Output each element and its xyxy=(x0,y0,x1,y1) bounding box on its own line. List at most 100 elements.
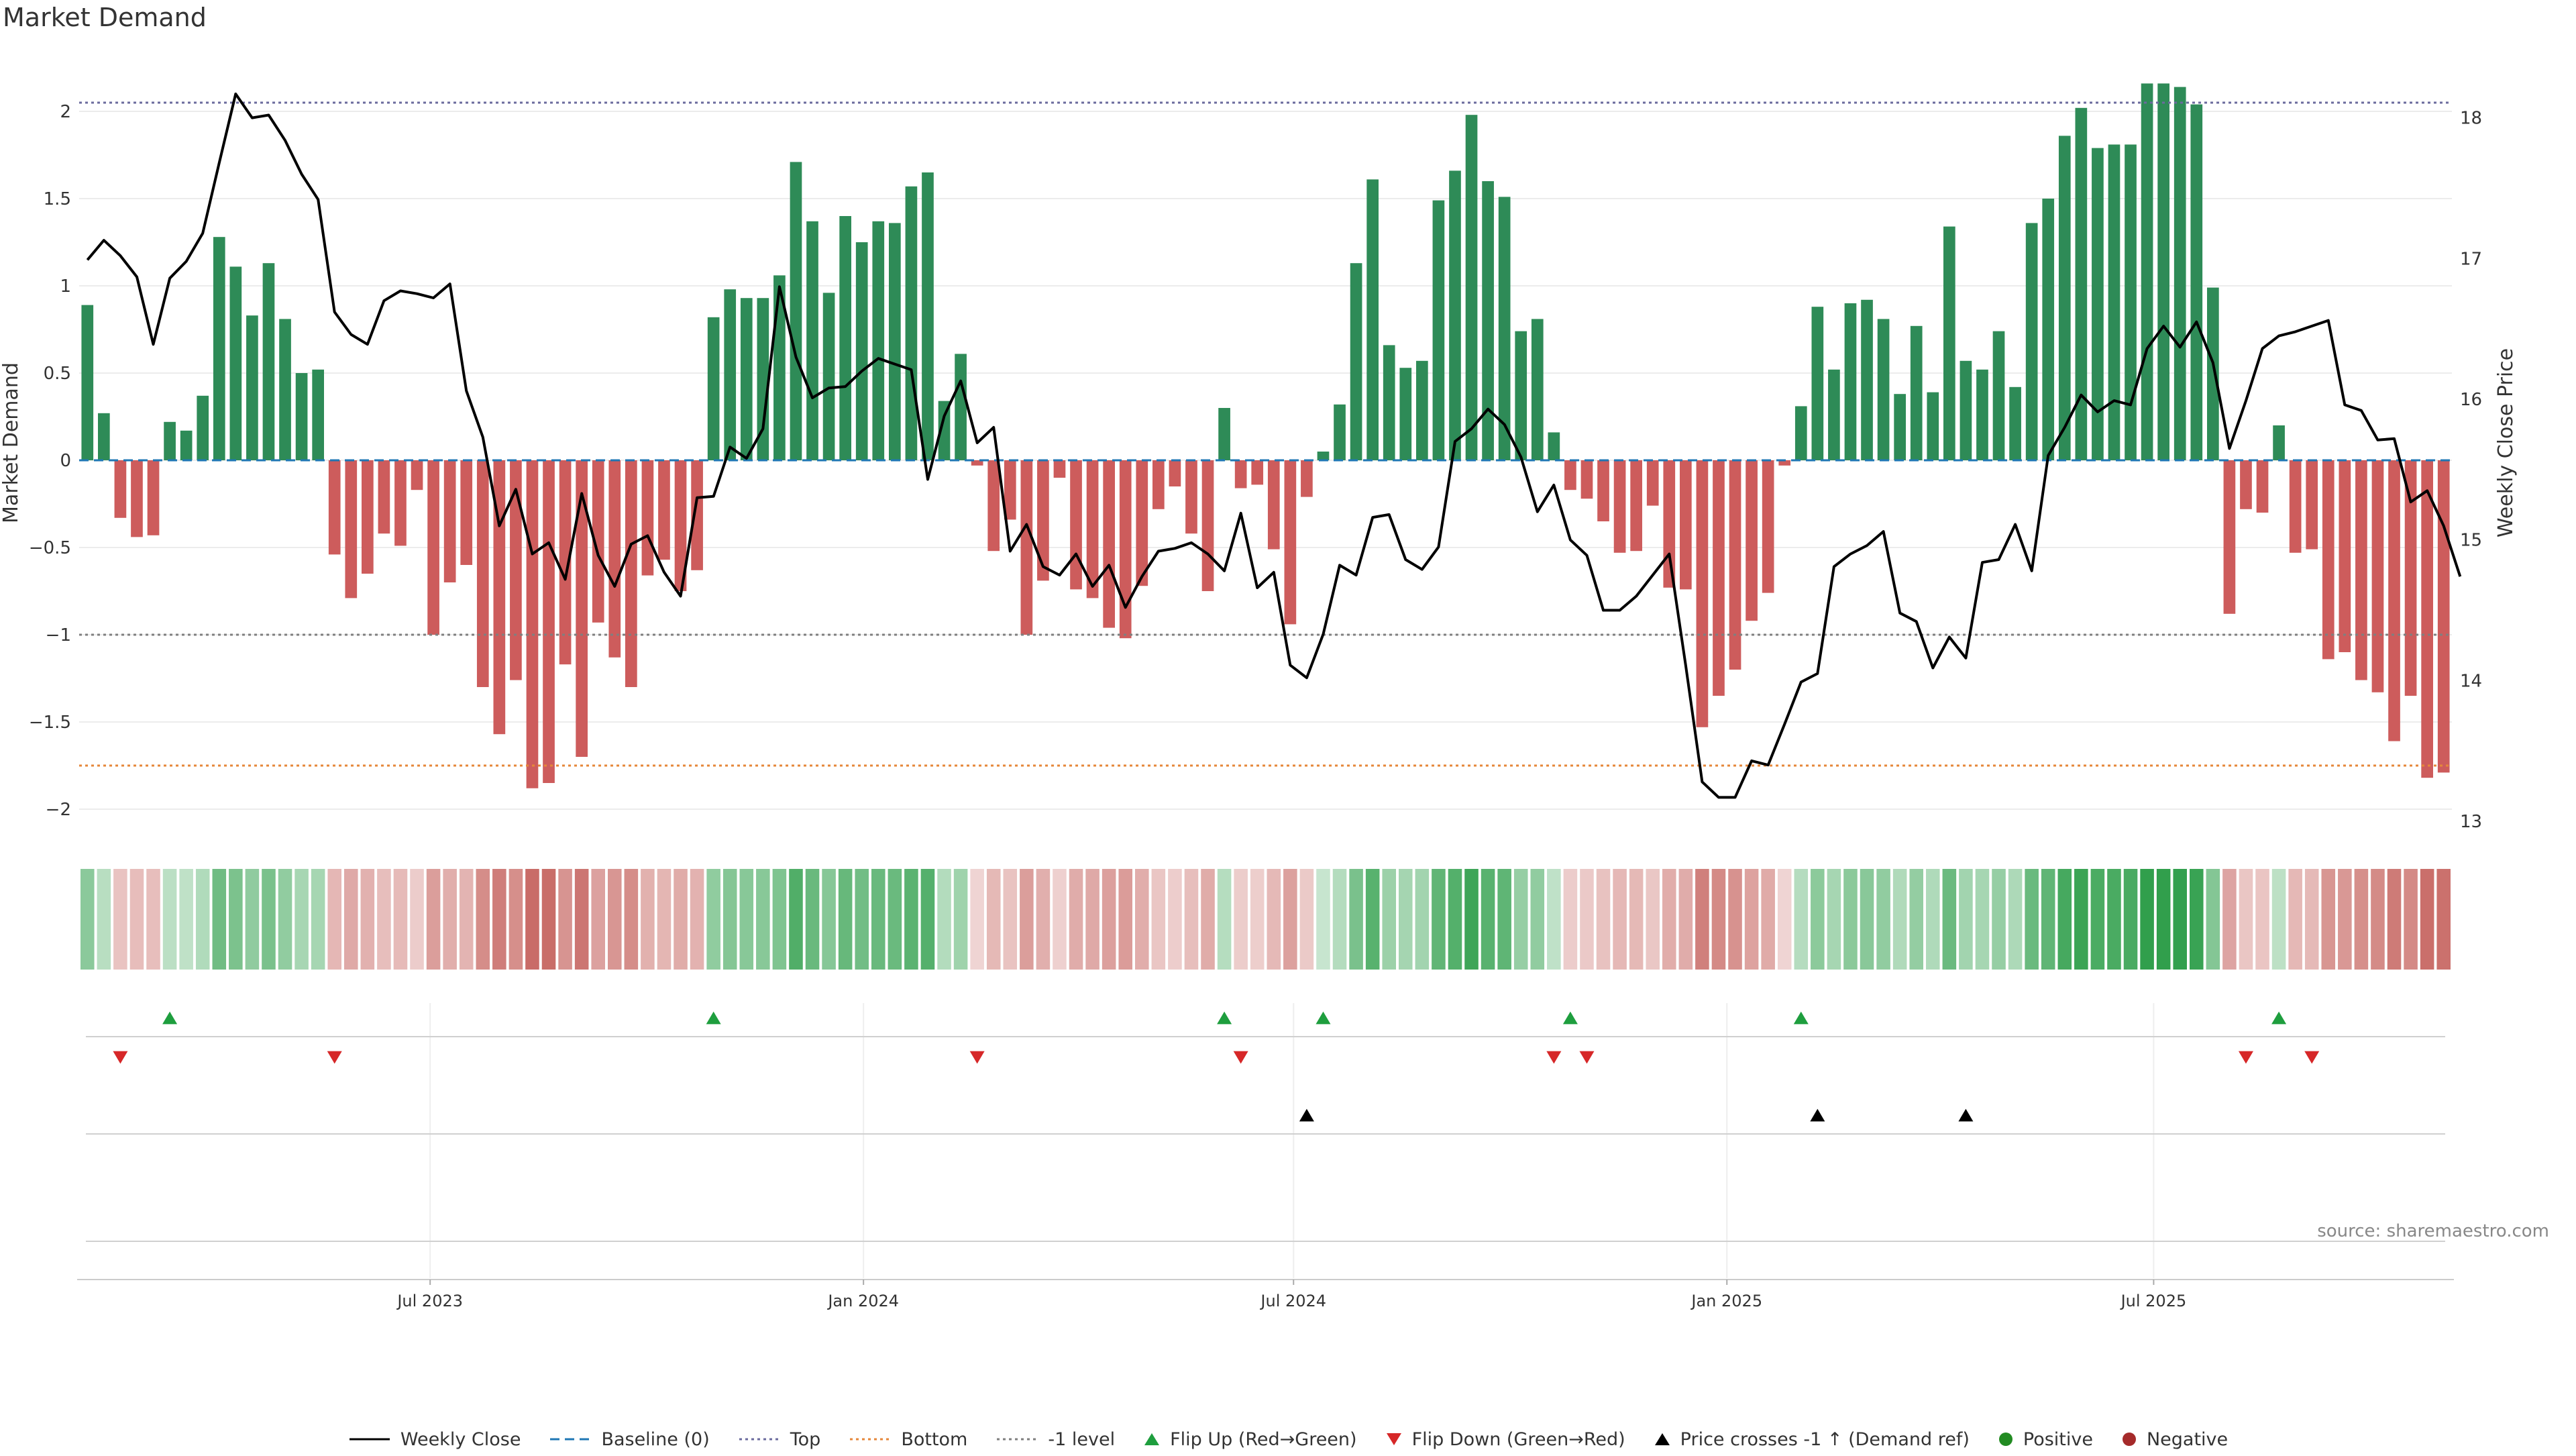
heat-cell xyxy=(574,869,589,970)
demand-bar xyxy=(394,460,407,546)
y-tick-label: 1 xyxy=(60,276,71,297)
heat-cell xyxy=(2387,869,2402,970)
legend-item: Negative xyxy=(2121,1429,2228,1450)
heat-cell xyxy=(1135,869,1149,970)
demand-bar xyxy=(1218,408,1230,460)
heat-cell xyxy=(674,869,688,970)
heat-cell xyxy=(888,869,902,970)
demand-bar xyxy=(922,172,934,460)
heat-cell xyxy=(426,869,441,970)
heat-cell xyxy=(262,869,276,970)
heat-cell xyxy=(1151,869,1166,970)
heat-cell xyxy=(1678,869,1693,970)
demand-bar xyxy=(1086,460,1099,599)
demand-bar xyxy=(1861,299,1873,460)
demand-bar xyxy=(1152,460,1165,509)
demand-bar xyxy=(493,460,506,735)
heat-cell xyxy=(970,869,984,970)
heat-cell xyxy=(756,869,770,970)
heat-cell xyxy=(2090,869,2105,970)
heat-cell xyxy=(1036,869,1051,970)
demand-bar xyxy=(180,430,193,460)
demand-bar xyxy=(2371,460,2384,692)
demand-bar xyxy=(229,266,242,460)
heat-cell xyxy=(1448,869,1462,970)
demand-bar xyxy=(2092,148,2104,460)
demand-bar xyxy=(1037,460,1049,581)
heat-cell xyxy=(1596,869,1611,970)
heat-cell xyxy=(805,869,820,970)
legend-item: Positive xyxy=(1998,1429,2093,1450)
demand-bar xyxy=(1317,452,1330,460)
demand-bar xyxy=(1877,319,1890,460)
heat-cell xyxy=(1695,869,1709,970)
demand-bar xyxy=(1531,319,1544,460)
heat-cell xyxy=(541,869,556,970)
heat-cell xyxy=(2436,869,2451,970)
flip-up-marker xyxy=(1793,1011,1809,1025)
heat-cell xyxy=(1843,869,1858,970)
heat-cell xyxy=(2206,869,2220,970)
flip-up-marker xyxy=(1217,1011,1232,1025)
heat-cell xyxy=(1613,869,1627,970)
y-tick-label: 2 xyxy=(60,102,71,122)
heat-cell xyxy=(2123,869,2138,970)
demand-bar xyxy=(1004,460,1016,520)
demand-bar xyxy=(641,460,654,576)
demand-bar xyxy=(2273,425,2285,460)
heat-cell xyxy=(1415,869,1430,970)
demand-bar xyxy=(724,289,737,460)
demand-bar xyxy=(822,293,835,460)
demand-bar xyxy=(1613,460,1626,553)
demand-bar xyxy=(1828,369,1840,460)
heat-cell xyxy=(986,869,1001,970)
demand-bar xyxy=(790,162,802,460)
heat-cell xyxy=(1201,869,1215,970)
demand-bar xyxy=(2289,460,2302,553)
legend-label: -1 level xyxy=(1048,1428,1116,1450)
y2-axis-label: Weekly Close Price xyxy=(2494,348,2518,537)
heat-cell xyxy=(2420,869,2434,970)
heat-cell xyxy=(855,869,869,970)
y2-tick-label: 15 xyxy=(2460,531,2482,551)
demand-bar xyxy=(1680,460,1692,590)
demand-bar xyxy=(2157,83,2169,460)
heat-cell xyxy=(410,869,424,970)
heat-cell xyxy=(657,869,672,970)
flip-up-marker xyxy=(1316,1011,1331,1025)
heat-cell xyxy=(2304,869,2319,970)
demand-bar xyxy=(658,460,670,560)
demand-bar xyxy=(2223,460,2236,614)
heat-cell xyxy=(690,869,704,970)
price-cross-marker xyxy=(1958,1108,1974,1122)
legend-label: Flip Up (Red→Green) xyxy=(1170,1428,1357,1450)
flip-down-marker xyxy=(1546,1051,1562,1064)
heat-cell xyxy=(2404,869,2418,970)
source-credit: source: sharemaestro.com xyxy=(2317,1221,2549,1241)
legend-item: Bottom xyxy=(849,1429,967,1450)
heat-cell xyxy=(2041,869,2055,970)
reference-lines xyxy=(79,101,2452,767)
demand-bar xyxy=(443,460,456,582)
x-tick-label: Jan 2024 xyxy=(826,1292,899,1310)
heat-cell xyxy=(1646,869,1660,970)
demand-bar xyxy=(2174,87,2186,461)
heat-cell xyxy=(245,869,260,970)
price-line-layer xyxy=(86,93,2462,799)
heat-cell xyxy=(146,869,160,970)
demand-bar xyxy=(1465,115,1478,460)
heat-cell xyxy=(624,869,639,970)
heat-cell xyxy=(591,869,605,970)
legend-swatch xyxy=(1386,1433,1401,1445)
demand-bar xyxy=(905,186,918,460)
x-tick-label: Jul 2024 xyxy=(1259,1292,1326,1310)
demand-bar xyxy=(1927,392,1939,460)
demand-bar xyxy=(691,460,703,570)
demand-bar xyxy=(1960,360,1972,460)
x-axis: Jul 2023 Jan 2024 Jul 2024 Jan 2025 Jul 2025 xyxy=(77,1279,2454,1310)
heat-cell xyxy=(1497,869,1511,970)
heat-cell xyxy=(789,869,803,970)
demand-bar xyxy=(1713,460,1725,696)
heat-cell xyxy=(838,869,853,970)
flip-down-marker xyxy=(1233,1051,1248,1064)
